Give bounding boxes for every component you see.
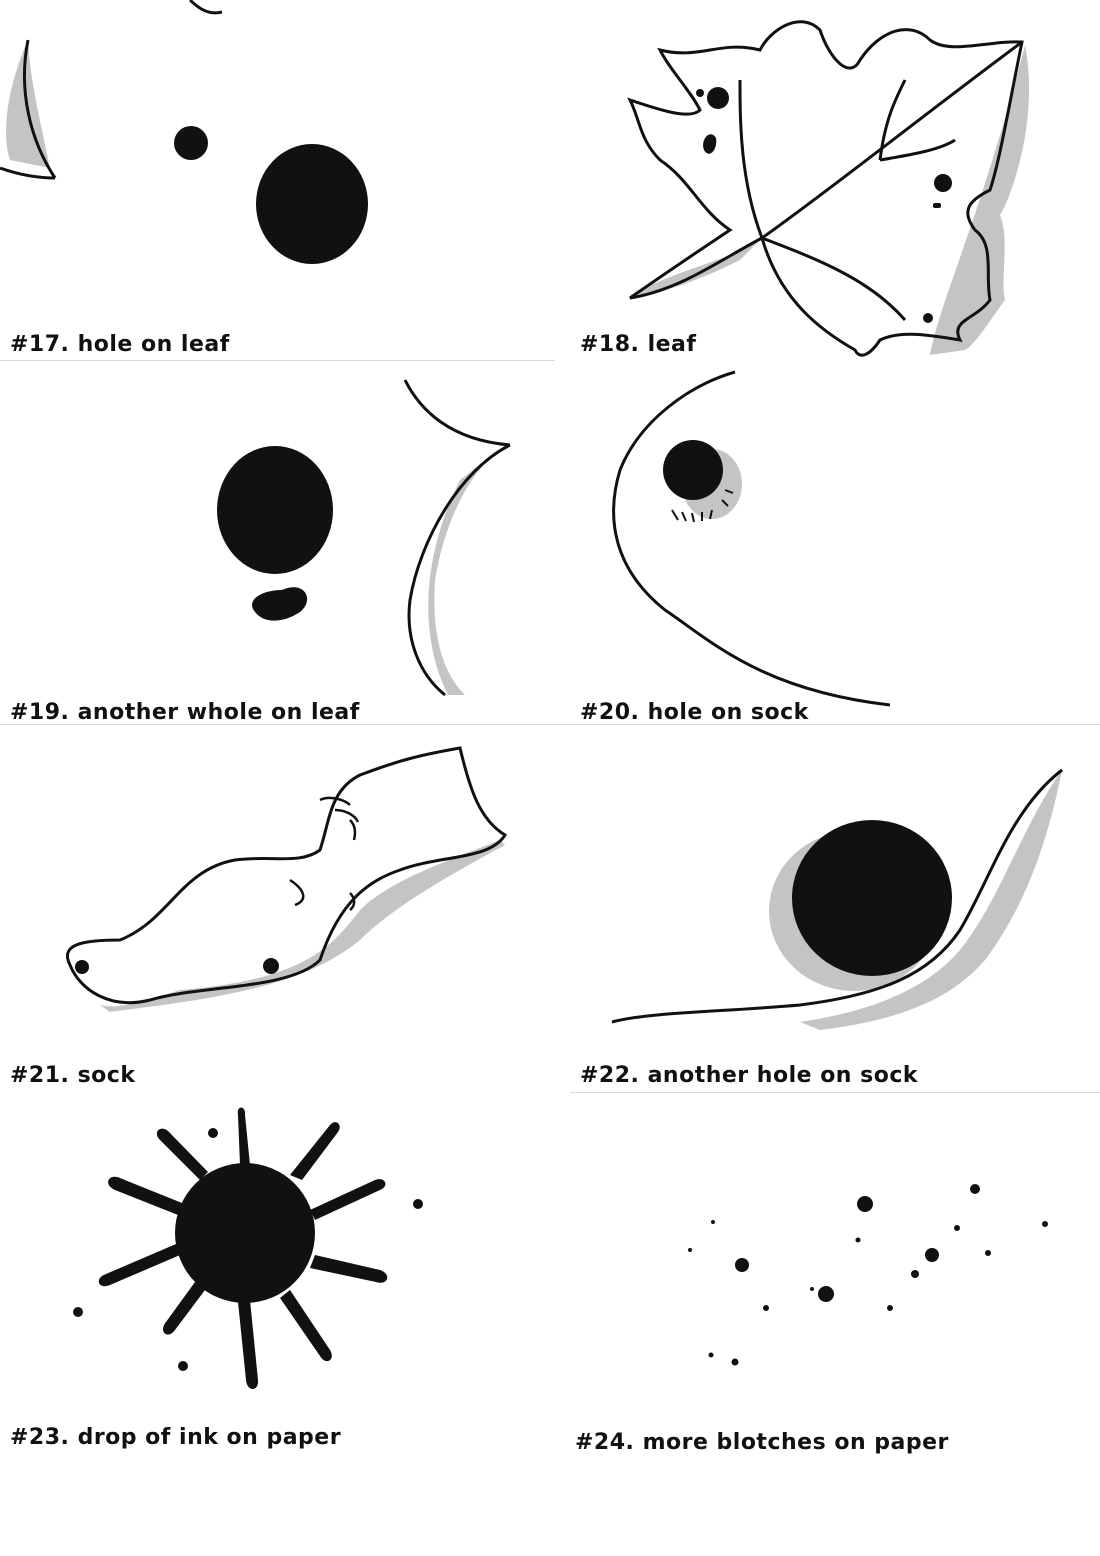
leaf-spot (707, 87, 729, 109)
leaf-vein (761, 236, 907, 321)
caption-17: #17. hole on leaf (10, 332, 230, 357)
ink-blotch (985, 1250, 991, 1256)
ink-splat-center (175, 1163, 315, 1303)
panel-divider (0, 724, 1100, 725)
panel-divider (570, 1092, 1100, 1093)
caption-23: #23. drop of ink on paper (10, 1425, 342, 1450)
ink-blotch (1042, 1221, 1048, 1227)
leaf-spot (696, 89, 704, 97)
sock-outline (611, 768, 1063, 1024)
large-hole (217, 446, 333, 574)
leaf-vein (878, 79, 907, 161)
sock-shadow (800, 770, 1062, 1030)
caption-20: #20. hole on sock (580, 700, 809, 725)
leaf-spot (923, 313, 933, 323)
sock-hole (75, 960, 89, 974)
ink-blotch (735, 1258, 749, 1272)
ink-droplet (178, 1361, 188, 1371)
large-hole (256, 144, 368, 264)
panel-21-drawing (66, 746, 508, 1012)
panel-23-drawing (73, 1107, 423, 1389)
ink-blotch (970, 1184, 980, 1194)
sock-hole (263, 958, 279, 974)
panel-24-drawing (688, 1184, 1048, 1366)
leaf-edge-outline (188, 0, 223, 15)
ink-splat-arm (98, 1244, 180, 1287)
leaf-vein (879, 138, 956, 162)
sock-fold-lines (319, 796, 360, 841)
ink-blotch (925, 1248, 939, 1262)
frayed-threads (671, 489, 734, 523)
ink-blotch (857, 1196, 873, 1212)
ink-blotch (708, 1352, 714, 1358)
leaf-edge-outline (0, 166, 56, 180)
ink-splat-arm (238, 1300, 259, 1389)
ink-blotch (810, 1287, 814, 1291)
ink-splat-arm (290, 1122, 340, 1180)
caption-18: #18. leaf (580, 332, 697, 357)
leaf-edge-outline (22, 39, 57, 179)
caption-21: #21. sock (10, 1063, 136, 1088)
caption-24: #24. more blotches on paper (575, 1430, 949, 1455)
sock-fold-lines (289, 878, 356, 911)
ink-blotch (954, 1225, 960, 1231)
leaf-outline (627, 20, 1024, 357)
panel-22-drawing (611, 768, 1063, 1030)
ink-blotch (711, 1220, 715, 1224)
ink-splat-arm (310, 1179, 386, 1220)
ink-blotch (855, 1237, 861, 1243)
sock-shadow (100, 840, 505, 1012)
ink-splat-arm (163, 1282, 205, 1335)
leaf-shadow (930, 45, 1030, 355)
panel-20-drawing (612, 370, 891, 707)
sock-hole (792, 820, 952, 976)
sock-outline (66, 746, 508, 1005)
leaf-edge-outline (403, 379, 511, 447)
panel-divider (0, 360, 555, 361)
ink-splat-arm (108, 1176, 182, 1215)
caption-19: #19. another whole on leaf (10, 700, 360, 725)
ink-splat-arm (156, 1128, 208, 1180)
ink-blotch (911, 1270, 919, 1278)
leaf-edge-outline (407, 443, 511, 697)
sock-outline (612, 370, 891, 707)
ink-droplet (413, 1199, 423, 1209)
ink-blotch (887, 1305, 893, 1311)
caption-22: #22. another hole on sock (580, 1063, 919, 1088)
leaf-spot (933, 203, 941, 208)
ink-blotch (818, 1286, 834, 1302)
small-hole (252, 587, 308, 621)
panel-19-drawing (217, 379, 511, 697)
leaf-edge-shadow (428, 445, 505, 695)
ink-droplet (208, 1128, 218, 1138)
ink-splat-arm (310, 1255, 388, 1283)
small-hole (174, 126, 208, 160)
ink-splat-arm (237, 1107, 250, 1165)
leaf-shadow (630, 240, 760, 295)
panel-17-drawing (0, 0, 368, 264)
ink-blotch (688, 1248, 692, 1252)
ink-splat-arm (280, 1290, 332, 1362)
ink-blotch (763, 1305, 769, 1311)
leaf-spot (703, 134, 717, 154)
ink-droplet (73, 1307, 83, 1317)
sock-hole (663, 440, 723, 500)
leaf-vein (738, 79, 764, 239)
panel-18-drawing (627, 20, 1030, 357)
ink-blotch (731, 1358, 739, 1366)
leaf-spot (934, 174, 952, 192)
